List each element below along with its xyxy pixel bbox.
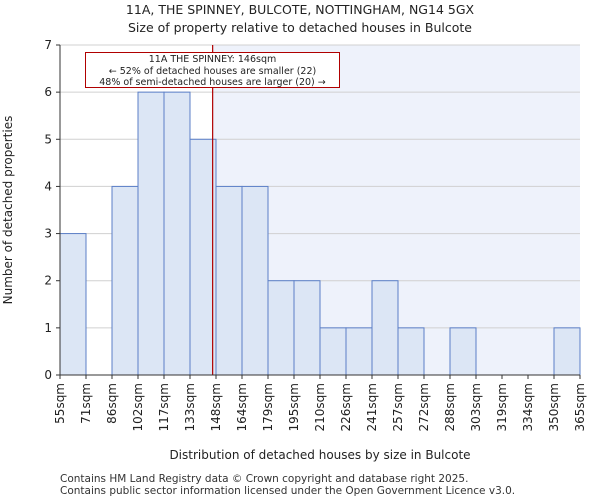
x-tick-label: 55sqm [53,383,67,424]
x-tick-label: 334sqm [521,383,535,431]
y-tick-label: 1 [44,321,52,335]
histogram-bar [449,327,477,376]
x-tick-label: 241sqm [365,383,379,431]
histogram-bar [163,91,191,376]
histogram-bar [215,185,243,376]
x-tick-label: 350sqm [547,383,561,431]
y-tick-label: 4 [44,179,52,193]
histogram-bar [345,327,373,376]
histogram-bar [189,138,217,376]
histogram-bar [267,280,295,376]
histogram-bar [137,91,165,376]
x-tick-label: 164sqm [235,383,249,431]
x-tick-label: 257sqm [391,383,405,431]
x-tick-label: 272sqm [417,383,431,431]
y-tick-label: 3 [44,227,52,241]
annotation-larger-label: 48% of semi-detached houses are larger (… [99,77,326,88]
x-tick-label: 117sqm [157,383,171,431]
y-tick-label: 0 [44,368,52,382]
x-tick-label: 226sqm [339,383,353,431]
x-tick-label: 365sqm [573,383,587,431]
x-tick-label: 102sqm [131,383,145,431]
histogram-bar [319,327,347,376]
y-tick-label: 5 [44,132,52,146]
x-tick-label: 319sqm [495,383,509,431]
x-tick-label: 86sqm [105,383,119,424]
histogram-bar [241,185,269,376]
y-axis-title: Number of detached properties [1,116,15,305]
x-tick-label: 71sqm [79,383,93,424]
histogram-bar [59,233,87,376]
histogram-bar [293,280,321,376]
histogram-bar [111,185,139,376]
x-tick-label: 288sqm [443,383,457,431]
annotation-smaller-label: ← 52% of detached houses are smaller (22… [108,65,317,77]
footer-copyright: Contains HM Land Registry data © Crown c… [60,473,469,485]
histogram-bar [397,327,425,376]
y-tick-label: 7 [44,38,52,52]
x-axis-title: Distribution of detached houses by size … [169,448,470,462]
x-tick-label: 179sqm [261,383,275,431]
footer-licence: Contains public sector information licen… [60,485,516,497]
annotation-property-label: 11A THE SPINNEY: 146sqm [148,54,277,65]
chart-title: Size of property relative to detached ho… [128,20,472,35]
histogram-bar [371,280,399,376]
x-tick-label: 195sqm [287,383,301,431]
y-tick-label: 6 [44,85,52,99]
histogram-bar [553,327,581,376]
subject-property-annotation: 11A THE SPINNEY: 146sqm ← 52% of detache… [85,52,340,88]
x-tick-label: 210sqm [313,383,327,431]
y-tick-label: 2 [44,274,52,288]
x-tick-label: 303sqm [469,383,483,431]
x-tick-label: 148sqm [209,383,223,431]
x-tick-label: 133sqm [183,383,197,431]
chart-title-address: 11A, THE SPINNEY, BULCOTE, NOTTINGHAM, N… [125,2,475,17]
